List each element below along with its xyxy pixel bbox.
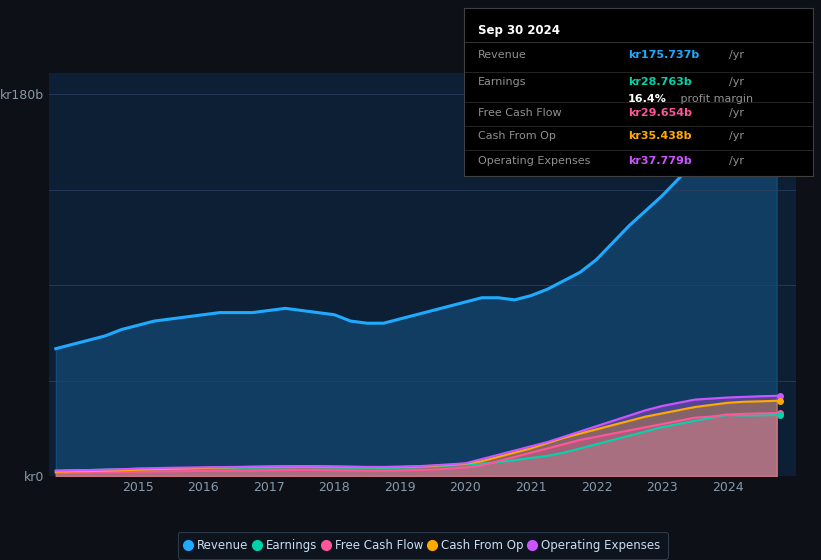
Text: profit margin: profit margin <box>677 94 753 104</box>
Text: Operating Expenses: Operating Expenses <box>478 156 590 166</box>
Text: Sep 30 2024: Sep 30 2024 <box>478 24 560 36</box>
Text: Earnings: Earnings <box>478 77 526 87</box>
Text: kr29.654b: kr29.654b <box>628 108 692 118</box>
Text: Revenue: Revenue <box>478 50 526 60</box>
Text: Free Cash Flow: Free Cash Flow <box>478 108 562 118</box>
Text: 16.4%: 16.4% <box>628 94 667 104</box>
Text: /yr: /yr <box>729 108 744 118</box>
Text: kr175.737b: kr175.737b <box>628 50 699 60</box>
Text: /yr: /yr <box>729 77 744 87</box>
Text: /yr: /yr <box>729 156 744 166</box>
Text: kr35.438b: kr35.438b <box>628 131 691 141</box>
Text: /yr: /yr <box>729 131 744 141</box>
Text: /yr: /yr <box>729 50 744 60</box>
Legend: Revenue, Earnings, Free Cash Flow, Cash From Op, Operating Expenses: Revenue, Earnings, Free Cash Flow, Cash … <box>178 531 667 559</box>
Text: Cash From Op: Cash From Op <box>478 131 556 141</box>
Text: kr28.763b: kr28.763b <box>628 77 691 87</box>
Text: kr37.779b: kr37.779b <box>628 156 691 166</box>
